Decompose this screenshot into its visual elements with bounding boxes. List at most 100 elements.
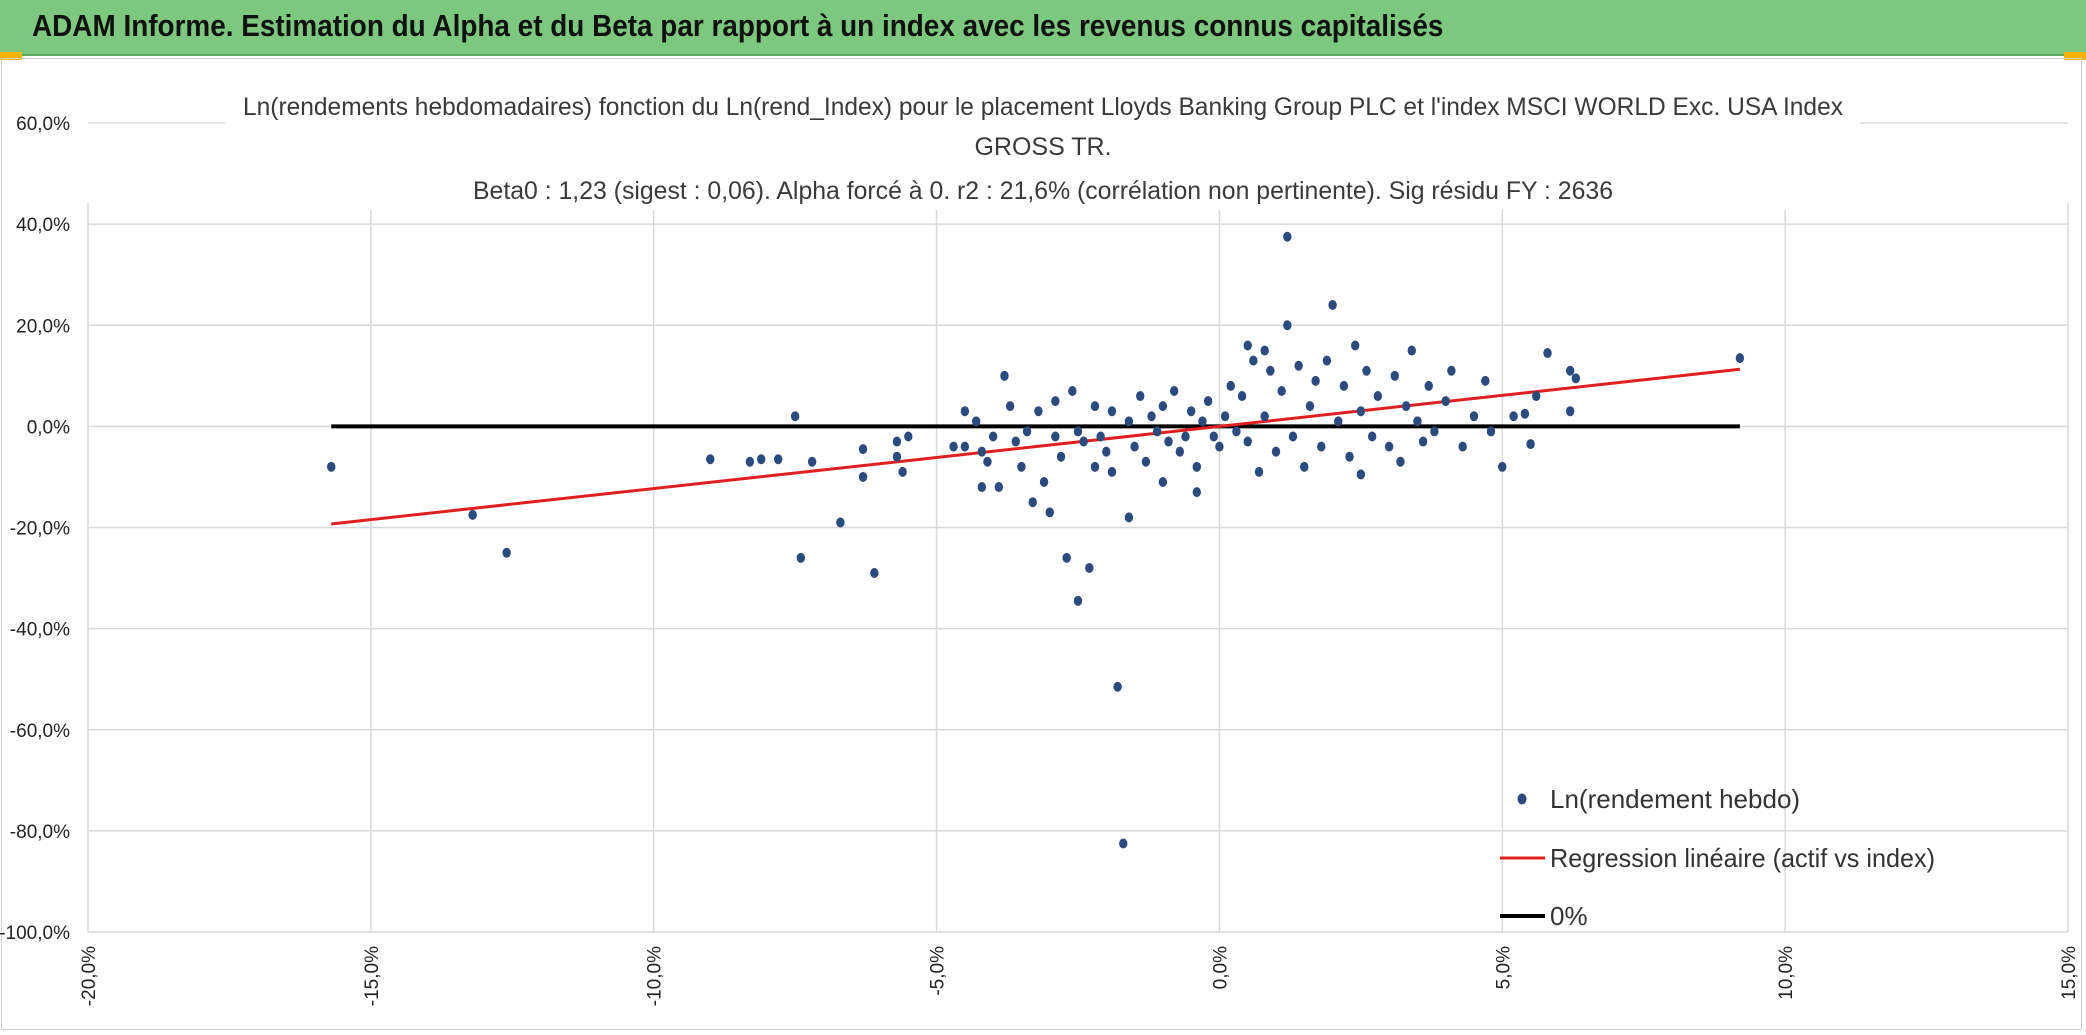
corner-marker-left — [0, 52, 22, 60]
title-backdrop — [225, 84, 1860, 210]
data-point — [1175, 446, 1185, 457]
data-point — [1119, 838, 1128, 849]
data-point — [796, 552, 805, 563]
data-point — [1334, 416, 1343, 427]
data-point — [1339, 380, 1349, 391]
chart-legend: Ln(rendement hebdo) Regression linéaire (… — [1500, 784, 1935, 931]
x-tick-label: -15,0% — [362, 946, 383, 1006]
data-point — [1384, 441, 1394, 452]
data-point — [1045, 507, 1054, 518]
title-line: Beta0 : 1,23 (sigest : 0,06). Alpha forc… — [473, 177, 1613, 205]
data-point — [1051, 396, 1060, 407]
data-point — [1430, 426, 1439, 437]
page-title: ADAM Informe. Estimation du Alpha et du … — [32, 8, 1444, 43]
y-tick-label: -40,0% — [10, 620, 70, 641]
data-point — [468, 509, 477, 520]
data-point — [1062, 552, 1071, 563]
data-point — [1209, 431, 1218, 442]
data-point — [1509, 411, 1518, 422]
data-point — [1362, 365, 1371, 376]
data-point — [1486, 426, 1496, 437]
data-point — [1260, 345, 1269, 356]
data-point — [892, 451, 902, 462]
data-point — [960, 441, 970, 452]
data-point — [836, 517, 845, 528]
data-point — [1249, 355, 1258, 366]
data-point — [1311, 375, 1320, 386]
data-point — [1068, 385, 1077, 396]
data-point — [1005, 401, 1015, 412]
data-point — [327, 461, 336, 472]
data-point — [1158, 401, 1168, 412]
data-point — [1186, 406, 1196, 417]
data-point — [757, 454, 766, 465]
data-point — [1136, 391, 1145, 402]
data-point — [1356, 469, 1366, 480]
data-point — [1130, 441, 1139, 452]
data-point — [1147, 411, 1156, 422]
y-tick-label: -60,0% — [10, 721, 70, 742]
data-point — [1498, 461, 1507, 472]
data-point — [1373, 391, 1383, 402]
data-point — [1056, 451, 1066, 462]
chart-frame — [1, 58, 2082, 1030]
y-tick-label: -20,0% — [10, 519, 70, 540]
data-point — [1396, 456, 1405, 467]
data-point — [892, 436, 902, 447]
data-point — [1034, 406, 1043, 417]
data-point — [1565, 406, 1575, 417]
data-point — [1107, 406, 1117, 417]
data-point — [1090, 461, 1100, 472]
corner-marker-right — [2064, 52, 2086, 60]
data-point — [1153, 426, 1162, 437]
data-point — [994, 482, 1003, 493]
data-point — [1735, 353, 1745, 364]
data-point — [904, 431, 913, 442]
data-point — [1356, 406, 1366, 417]
legend-label-regression: Regression linéaire (actif vs index) — [1550, 843, 1935, 873]
y-tick-label: 40,0% — [16, 215, 70, 236]
legend-label-zero: 0% — [1550, 901, 1588, 931]
data-point — [977, 482, 987, 493]
data-point — [1328, 300, 1337, 311]
data-point — [983, 456, 992, 467]
data-point — [1283, 320, 1292, 331]
data-point — [1418, 436, 1428, 447]
y-tick-label: -100,0% — [0, 923, 70, 944]
x-tick-label: 10,0% — [1776, 946, 1797, 1000]
data-point — [1543, 348, 1552, 359]
data-point — [1401, 401, 1411, 412]
data-point — [1367, 431, 1377, 442]
data-point — [858, 471, 868, 482]
chart-title: Ln(rendements hebdomadaires) fonction du… — [225, 84, 1860, 210]
data-point — [1526, 439, 1535, 450]
data-point — [1192, 461, 1202, 472]
data-point — [1317, 441, 1326, 452]
data-point — [1571, 373, 1581, 384]
y-axis-ticks: 60,0% 40,0% 20,0% 0,0% -20,0% -40,0% -60,0% -80… — [0, 114, 70, 944]
x-tick-label: 5,0% — [1493, 946, 1514, 989]
data-point — [1017, 461, 1026, 472]
x-tick-label: 0,0% — [1210, 946, 1231, 989]
data-point — [790, 411, 800, 422]
data-point — [1226, 380, 1235, 391]
data-point — [988, 431, 998, 442]
x-tick-label: -5,0% — [928, 946, 949, 996]
data-point — [1113, 681, 1122, 692]
data-point — [1407, 345, 1416, 356]
data-point — [773, 454, 783, 465]
data-point — [898, 466, 907, 477]
scatter-points — [327, 231, 1745, 849]
data-point — [1254, 466, 1264, 477]
data-point — [1203, 396, 1213, 407]
y-tick-label: 60,0% — [16, 114, 70, 135]
header-bar: ADAM Informe. Estimation du Alpha et du … — [0, 0, 2086, 56]
grid-lines — [87, 122, 2069, 933]
data-point — [1520, 408, 1530, 419]
data-point — [1345, 451, 1354, 462]
data-point — [1260, 411, 1269, 422]
data-point — [1141, 456, 1151, 467]
legend-label-points: Ln(rendement hebdo) — [1550, 784, 1800, 814]
data-point — [1011, 436, 1020, 447]
data-point — [977, 446, 987, 457]
